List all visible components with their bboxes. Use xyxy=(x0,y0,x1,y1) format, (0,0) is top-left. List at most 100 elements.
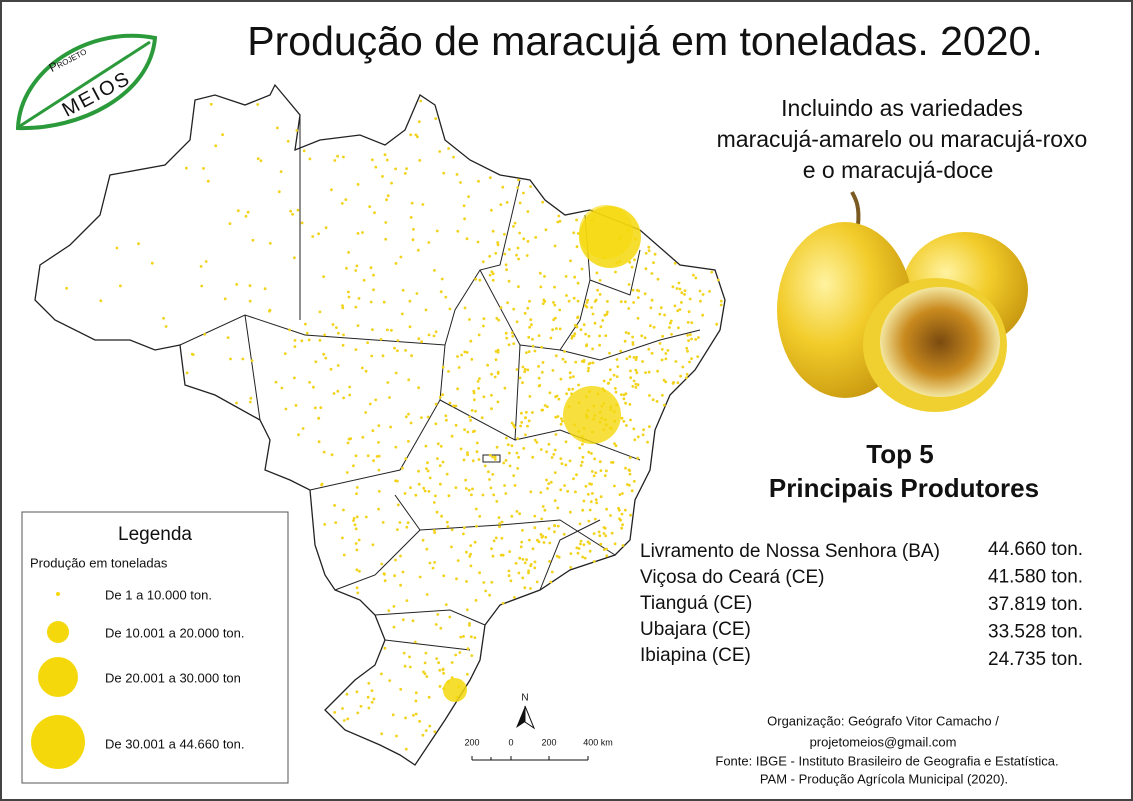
production-dot xyxy=(633,258,636,262)
production-dot xyxy=(528,395,532,398)
production-dot xyxy=(164,325,168,328)
production-dot xyxy=(468,623,471,627)
production-dot xyxy=(579,328,583,332)
production-dot xyxy=(516,246,520,250)
production-dot xyxy=(440,514,443,518)
production-dot xyxy=(656,369,659,373)
production-dot xyxy=(322,352,326,356)
production-dot xyxy=(507,343,511,347)
fruit-illustration xyxy=(777,191,1028,412)
production-dot xyxy=(394,445,398,449)
production-dot xyxy=(521,576,525,580)
production-dot xyxy=(246,210,250,214)
production-dot xyxy=(404,747,408,751)
production-dot xyxy=(593,457,596,461)
production-dot xyxy=(427,695,431,699)
production-dot xyxy=(508,464,512,468)
production-dot xyxy=(547,482,551,485)
production-dot xyxy=(482,581,486,584)
production-dot xyxy=(579,539,583,543)
production-dot xyxy=(337,331,340,335)
production-dot xyxy=(488,273,492,277)
production-dot xyxy=(520,540,524,544)
production-dot xyxy=(527,569,530,573)
production-dot xyxy=(636,316,640,320)
production-dot xyxy=(456,229,460,233)
production-dot xyxy=(591,312,595,316)
production-dot xyxy=(409,486,412,490)
production-dot xyxy=(576,232,580,235)
production-dot xyxy=(377,468,381,472)
production-dot xyxy=(440,277,444,281)
production-dot xyxy=(716,278,720,282)
production-dot xyxy=(490,393,493,397)
production-dot xyxy=(484,589,488,593)
production-dot xyxy=(513,221,517,225)
production-dot xyxy=(469,544,473,547)
production-dot xyxy=(432,501,436,504)
production-dot xyxy=(617,508,621,512)
production-dot xyxy=(584,332,587,336)
production-dot xyxy=(602,379,606,383)
production-dot xyxy=(502,461,506,465)
credit-line: projetomeios@gmail.com xyxy=(810,734,957,749)
production-dot xyxy=(628,260,632,264)
production-dot xyxy=(535,441,539,444)
production-dot xyxy=(678,287,682,291)
production-dot xyxy=(462,458,466,462)
production-dot xyxy=(522,447,526,450)
production-dot xyxy=(366,695,370,699)
production-dot xyxy=(422,670,425,674)
production-dot xyxy=(581,555,585,559)
production-dot xyxy=(317,232,320,236)
production-dot xyxy=(669,321,672,325)
production-dot xyxy=(623,508,627,512)
production-dot xyxy=(372,697,376,701)
production-dot xyxy=(474,277,478,281)
production-dot xyxy=(574,360,578,364)
production-dot xyxy=(355,548,359,552)
production-dot xyxy=(317,440,321,444)
production-dot xyxy=(439,444,443,448)
production-dot xyxy=(615,358,619,361)
production-dot xyxy=(342,719,346,722)
production-dot xyxy=(533,526,537,530)
production-dot xyxy=(352,464,355,468)
production-dot xyxy=(587,366,590,370)
production-dot xyxy=(650,272,654,275)
production-dot xyxy=(478,377,481,380)
production-dot xyxy=(558,327,562,331)
production-dot xyxy=(575,218,578,222)
legend-item: De 10.001 a 20.000 ton. xyxy=(105,625,245,640)
production-dot xyxy=(354,269,358,272)
production-dot xyxy=(491,278,495,282)
production-dot xyxy=(583,556,587,560)
production-dot xyxy=(490,407,493,411)
production-dot xyxy=(564,440,568,444)
production-dot xyxy=(601,319,605,322)
production-dot xyxy=(330,453,334,457)
production-dot xyxy=(660,348,664,351)
production-dot xyxy=(481,260,485,264)
producer-value: 41.580 ton. xyxy=(988,567,1083,588)
production-dot xyxy=(650,298,654,302)
production-dot xyxy=(369,266,373,270)
production-dot xyxy=(459,635,463,639)
scale-label: 200 xyxy=(541,737,556,747)
production-dot xyxy=(308,380,311,384)
production-dot xyxy=(444,414,448,418)
production-dot xyxy=(658,342,662,345)
production-dot xyxy=(544,535,548,539)
production-dot xyxy=(475,441,479,445)
production-dot xyxy=(424,308,428,312)
production-dot xyxy=(442,171,446,175)
production-dot xyxy=(626,483,629,486)
production-dot xyxy=(439,290,443,294)
production-dot xyxy=(488,593,491,597)
production-dot xyxy=(632,379,636,383)
production-dot xyxy=(418,719,421,723)
production-dot xyxy=(525,410,528,414)
production-dot xyxy=(521,365,525,369)
production-dot xyxy=(475,450,479,454)
production-dot xyxy=(416,135,419,139)
